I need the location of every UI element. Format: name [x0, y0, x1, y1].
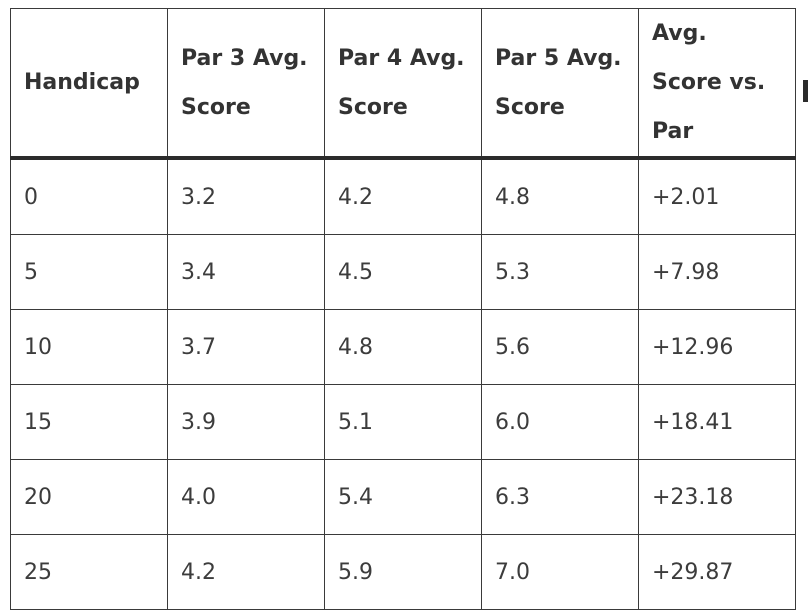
table-row: 15 3.9 5.1 6.0 +18.41: [10, 384, 796, 460]
table-row: 5 3.4 4.5 5.3 +7.98: [10, 234, 796, 310]
handicap-scores-table: Handicap Par 3 Avg. Score Par 4 Avg. Sco…: [10, 8, 796, 610]
cell-vs-par: +2.01: [638, 157, 796, 235]
cell-handicap: 15: [10, 384, 168, 460]
header-par3-avg-score: Par 3 Avg. Score: [167, 8, 325, 160]
cell-par5: 6.0: [481, 384, 639, 460]
cell-par4: 5.9: [324, 534, 482, 610]
cell-par5: 5.3: [481, 234, 639, 310]
header-handicap: Handicap: [10, 8, 168, 160]
cell-par3: 3.9: [167, 384, 325, 460]
edge-divider-mark: [803, 80, 808, 102]
cell-vs-par: +18.41: [638, 384, 796, 460]
cell-par4: 5.1: [324, 384, 482, 460]
cell-par4: 4.5: [324, 234, 482, 310]
cell-par5: 5.6: [481, 309, 639, 385]
cell-par3: 4.2: [167, 534, 325, 610]
cell-vs-par: +7.98: [638, 234, 796, 310]
cell-vs-par: +23.18: [638, 459, 796, 535]
table-row: 20 4.0 5.4 6.3 +23.18: [10, 459, 796, 535]
cell-handicap: 25: [10, 534, 168, 610]
cell-par3: 3.7: [167, 309, 325, 385]
cell-handicap: 20: [10, 459, 168, 535]
scores-table-container: Handicap Par 3 Avg. Score Par 4 Avg. Sco…: [10, 8, 796, 610]
header-avg-score-vs-par: Avg. Score vs. Par: [638, 8, 796, 160]
table-header: Handicap Par 3 Avg. Score Par 4 Avg. Sco…: [10, 8, 796, 160]
table-row: 0 3.2 4.2 4.8 +2.01: [10, 157, 796, 235]
cell-par4: 4.8: [324, 309, 482, 385]
table-row: 25 4.2 5.9 7.0 +29.87: [10, 534, 796, 610]
cell-handicap: 0: [10, 157, 168, 235]
cell-par3: 4.0: [167, 459, 325, 535]
cell-par4: 4.2: [324, 157, 482, 235]
cell-par3: 3.4: [167, 234, 325, 310]
header-row: Handicap Par 3 Avg. Score Par 4 Avg. Sco…: [10, 8, 796, 160]
cell-handicap: 10: [10, 309, 168, 385]
cell-vs-par: +29.87: [638, 534, 796, 610]
cell-par5: 4.8: [481, 157, 639, 235]
table-body: 0 3.2 4.2 4.8 +2.01 5 3.4 4.5 5.3 +7.98 …: [10, 157, 796, 610]
cell-par5: 6.3: [481, 459, 639, 535]
cell-par5: 7.0: [481, 534, 639, 610]
header-par4-avg-score: Par 4 Avg. Score: [324, 8, 482, 160]
header-par5-avg-score: Par 5 Avg. Score: [481, 8, 639, 160]
cell-vs-par: +12.96: [638, 309, 796, 385]
cell-par4: 5.4: [324, 459, 482, 535]
cell-par3: 3.2: [167, 157, 325, 235]
cell-handicap: 5: [10, 234, 168, 310]
table-row: 10 3.7 4.8 5.6 +12.96: [10, 309, 796, 385]
